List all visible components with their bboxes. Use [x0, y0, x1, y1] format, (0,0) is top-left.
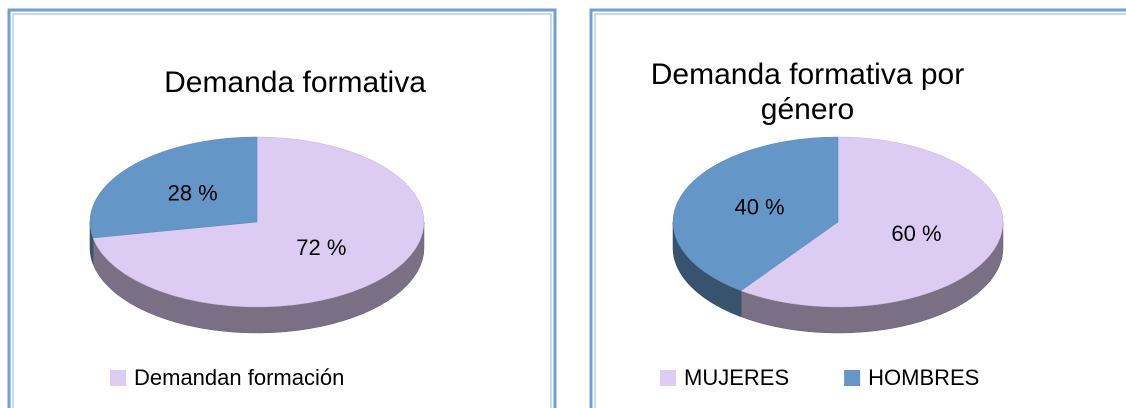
panel-border — [594, 13, 1126, 408]
data-label: 60 % — [891, 221, 941, 246]
chart-title: Demanda formativa — [164, 66, 426, 99]
pie-slice — [89, 136, 258, 239]
legend-label: Demandan formación — [134, 365, 344, 390]
legend-swatch — [110, 370, 126, 386]
legend-swatch — [660, 370, 676, 386]
data-label: 28 % — [168, 181, 218, 206]
legend-label: MUJERES — [684, 365, 789, 390]
panel-border — [12, 13, 552, 408]
legend-swatch — [844, 370, 861, 386]
panel-border — [589, 8, 1126, 408]
legend-label: HOMBRES — [868, 365, 979, 390]
chart-title: Demanda formativa por género — [650, 58, 965, 126]
pie-slice — [92, 136, 425, 308]
pie-slice — [740, 136, 1004, 308]
data-label: 40 % — [734, 195, 784, 220]
pie-slice — [672, 136, 839, 292]
data-label: 72 % — [296, 235, 346, 260]
panel-border — [7, 8, 557, 408]
